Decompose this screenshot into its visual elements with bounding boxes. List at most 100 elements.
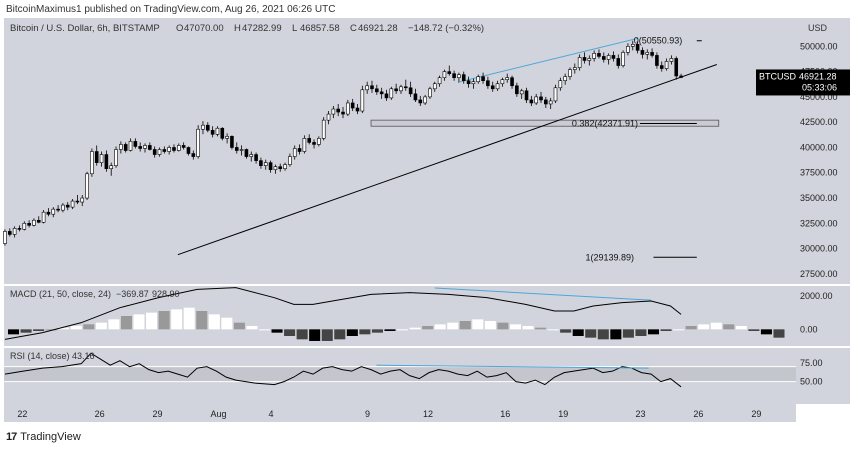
macd-hist-bar (158, 311, 170, 330)
candle-body (109, 165, 114, 169)
candle-body (22, 223, 27, 230)
ohlc-value: 47070.00 (184, 23, 224, 34)
price-tick-label: 40000.00 (800, 142, 838, 152)
candle-body (674, 58, 679, 77)
candle-body (452, 73, 456, 78)
ohlc-label: L (292, 23, 297, 34)
candle-body (403, 86, 408, 89)
macd-hist-bar (397, 329, 409, 331)
fib-level-label: 1(29139.89) (585, 252, 634, 262)
candle-body (7, 231, 12, 235)
macd-line (4, 287, 682, 340)
candle-body (394, 88, 398, 92)
macd-hist-bar (698, 324, 710, 330)
macd-hist-bar (710, 322, 722, 330)
candle-body (679, 75, 683, 78)
macd-hist-bar (422, 326, 434, 330)
candle-body (428, 88, 432, 98)
candle-body (162, 149, 167, 152)
candle-body (346, 102, 350, 115)
candle-body (606, 55, 611, 60)
x-tick-label: 26 (693, 409, 703, 419)
candle-body (283, 164, 287, 169)
candle-body (539, 96, 543, 101)
candle-body (186, 147, 191, 154)
price-tick-label: 45000.00 (800, 92, 838, 102)
candle-body (601, 56, 606, 60)
macd-hist-bar (45, 329, 57, 331)
candle-body (326, 113, 331, 121)
candle-body (317, 138, 321, 145)
candle-body (220, 127, 225, 139)
x-tick-label: 9 (365, 409, 370, 419)
candle-body (3, 231, 7, 244)
last-price-tag (756, 69, 850, 96)
candle-body (621, 52, 625, 66)
macd-hist-bar (635, 329, 647, 336)
ohlc-label: O (176, 23, 183, 34)
candle-body (447, 71, 452, 74)
candle-body (659, 65, 664, 69)
macd-hist-bar (196, 311, 208, 330)
candle-body (370, 85, 374, 90)
rsi-value: 43.16 (72, 351, 95, 361)
candle-body (70, 200, 75, 208)
macd-hist-bar (296, 329, 308, 340)
candle-body (32, 219, 36, 226)
candle-body (177, 145, 181, 151)
tradingview-logo-icon: 17 (6, 431, 17, 443)
price-tick-label: 37500.00 (800, 168, 838, 178)
macd-hist-bar (208, 314, 220, 330)
macd-hist-bar (309, 329, 321, 341)
candle-body (568, 69, 572, 77)
candle-body (510, 77, 514, 87)
candle-body (85, 173, 89, 199)
price-divergence-line (459, 37, 639, 83)
rsi-band (4, 366, 796, 382)
candle-body (418, 99, 423, 104)
candle-body (114, 149, 118, 166)
macd-hist-bar (685, 326, 697, 330)
price-tick-label: 27500.00 (800, 269, 838, 279)
candle-body (94, 151, 99, 163)
candle-body (239, 149, 244, 151)
macd-hist-bar (346, 329, 358, 336)
candle-body (355, 107, 360, 112)
candle-body (302, 138, 307, 152)
price-tick-label: 32500.00 (800, 218, 838, 228)
candle-body (548, 100, 553, 105)
candle-body (167, 147, 171, 152)
candle-body (104, 154, 109, 169)
candle-body (505, 77, 510, 80)
symbol-label: BTCUSD (759, 71, 797, 81)
macd-hist-bar (321, 329, 333, 341)
candle-body (119, 144, 123, 150)
macd-hist-bar (773, 329, 785, 338)
candle-body (36, 219, 41, 223)
macd-hist-bar (171, 309, 183, 330)
candle-body (500, 79, 505, 85)
x-tick-label: 12 (423, 409, 433, 419)
candle-body (133, 141, 138, 147)
candle-body (244, 149, 249, 157)
macd-hist-bar (509, 324, 521, 330)
rsi-tick-label: 50.00 (800, 377, 823, 387)
macd-hist-bar (535, 327, 547, 330)
macd-hist-bar (284, 329, 296, 336)
price-tick-label: 30000.00 (800, 244, 838, 254)
candle-body (645, 52, 650, 55)
candle-body (123, 144, 128, 151)
candle-body (640, 50, 645, 55)
macd-hist-bar (434, 324, 446, 330)
macd-hist-bar (735, 326, 747, 330)
candle-body (616, 58, 621, 66)
candle-body (234, 147, 239, 151)
candle-body (254, 154, 258, 161)
chart-header: BitcoinMaximus1 published on TradingView… (6, 4, 336, 15)
macd-hist-bar (58, 327, 70, 330)
candle-body (138, 146, 142, 149)
candle-body (230, 136, 234, 148)
macd-hist-bar (120, 316, 132, 330)
x-tick-label: 22 (17, 409, 27, 419)
candle-body (191, 153, 196, 157)
